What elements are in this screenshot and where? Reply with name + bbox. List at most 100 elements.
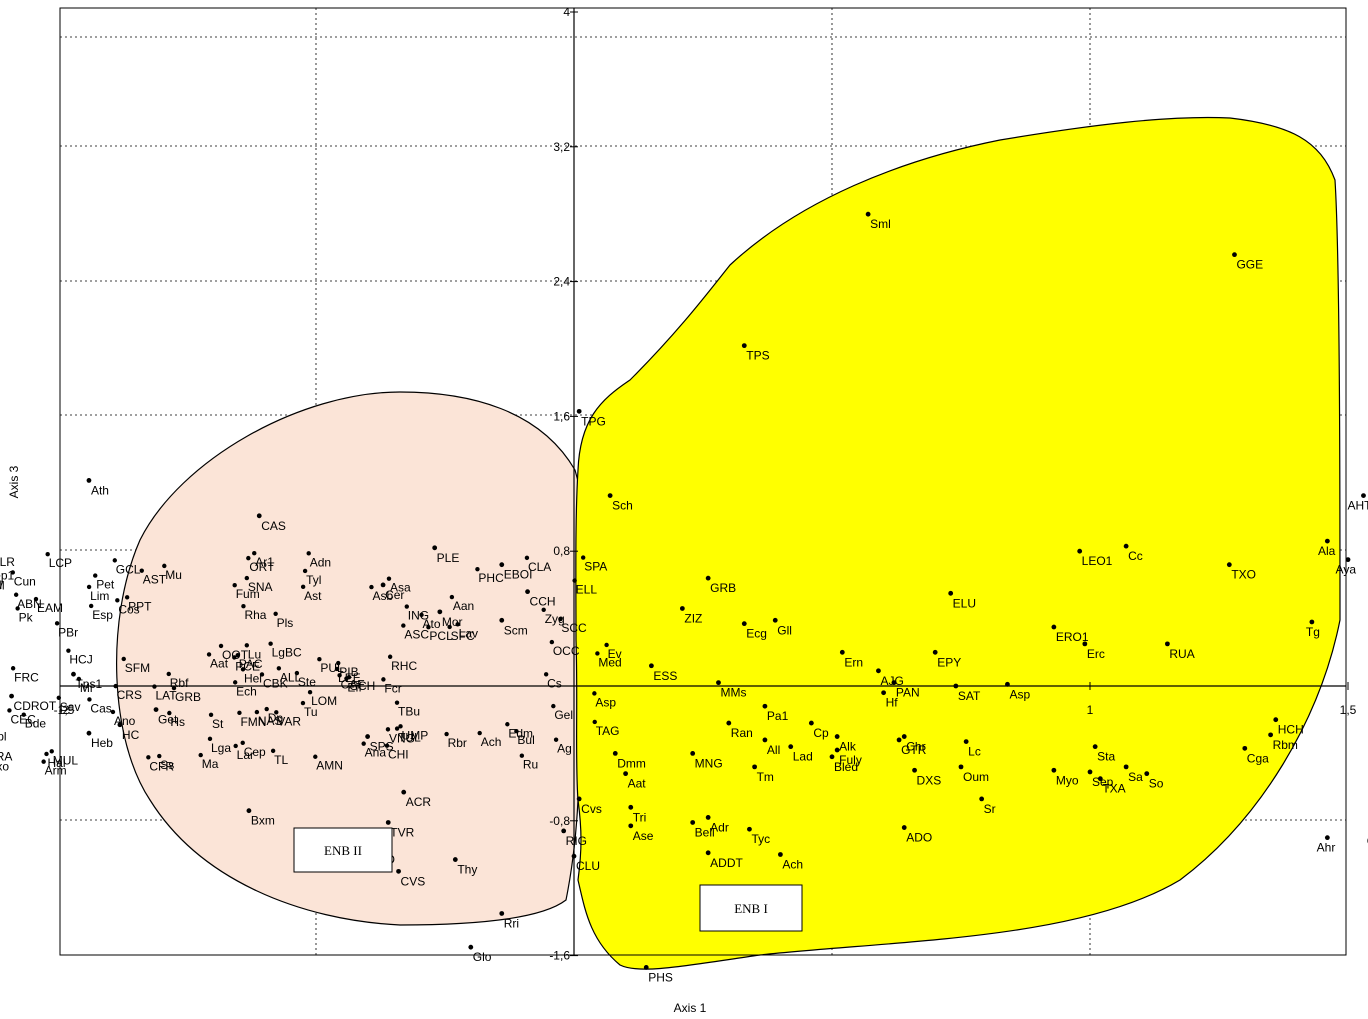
cluster-point [49,749,54,754]
cluster-point [477,730,482,736]
cluster-point [13,592,19,597]
cluster-point [447,624,452,630]
cluster-label: Hel [244,671,262,685]
data-point [561,828,567,834]
cluster-label: SFC [451,629,475,643]
point-label: CAS [261,519,286,533]
group-box-enb-i [699,884,803,932]
cluster-point [87,697,92,702]
data-point [1268,732,1273,738]
data-point [256,513,262,519]
group-label-enb-ii: ENB II [324,843,362,858]
data-point [1345,557,1351,563]
point-label: Adr [710,820,729,834]
cluster-point [268,641,273,646]
cluster-label: Lav [459,626,478,640]
cluster-label: Med [598,655,621,669]
data-point [1226,562,1232,568]
cluster-label: Cas [90,701,111,715]
cluster-point [139,568,144,573]
point-label: Hf [886,696,899,710]
point-label: DXS [917,773,942,787]
cluster-label: RHC [391,659,417,673]
cluster-label: Ppl [0,729,7,743]
point-label: GTR [901,743,927,757]
cluster-point [449,594,455,600]
point-label: Gal1 [1367,834,1368,848]
point-label: PHS [648,970,673,984]
data-point [1324,835,1330,841]
cluster-point [334,666,340,672]
data-point [741,621,747,627]
data-point [829,754,835,760]
cluster-point [426,624,431,630]
cluster-point [162,563,167,569]
data-point [834,747,840,753]
data-point [628,804,634,810]
cluster-point [166,671,171,677]
point-label: TPG [581,414,606,428]
y-tick-label: 0,8 [553,544,570,558]
cluster-point [386,576,392,581]
point-label: All [767,743,780,757]
point-label: RIG [566,834,587,848]
point-label: EPY [937,655,961,669]
point-label: Sta [1097,750,1115,764]
cluster-point [270,748,276,754]
data-point [153,707,159,712]
point-label: CVS [401,874,426,888]
point-label: Lc [968,745,981,759]
cluster-label: FLR [0,555,15,569]
data-point [953,683,959,689]
cluster-label: Arm [45,764,67,778]
data-point [1097,776,1103,782]
cluster-label: Bde [25,717,47,731]
cluster-point [232,655,237,660]
point-label: AJG [880,674,903,688]
data-point [1165,641,1170,647]
point-label: Myo [1056,773,1079,787]
data-point [396,868,401,874]
cluster-label: SNA [248,580,273,594]
cluster-label: Rbf [170,676,189,690]
point-label: Ala [1318,544,1336,558]
data-point [623,771,628,777]
data-point [948,590,954,596]
cluster-label: Efl [347,681,361,695]
cluster-point [232,680,238,685]
cluster-label: LCP [49,556,72,570]
cluster-label: EFI [0,578,2,592]
cluster-point [549,639,555,645]
cluster-point [121,656,126,662]
cluster-label: OCC [553,644,580,658]
y-tick-label: 1,6 [553,409,570,423]
data-point [576,408,582,414]
data-point [1242,745,1248,751]
cluster-label: LOM [311,694,337,708]
data-point [1087,769,1093,775]
cluster-label: LEE [338,671,361,685]
cluster-point [307,690,313,695]
cluster-label: Cun [14,574,36,588]
cluster-point [88,603,94,609]
x-axis-title: Axis 1 [674,1001,707,1015]
cluster-label: St [212,717,224,731]
data-point [1144,771,1150,777]
cluster-point [244,643,250,648]
cluster-point [381,677,386,682]
cluster-label: Aan [453,599,474,613]
data-point [437,609,443,615]
point-label: MMs [720,686,746,700]
cluster-point [86,584,92,590]
cluster-label: Lar [237,748,254,762]
data-point [1309,619,1315,625]
data-point [1123,764,1129,770]
cluster-label: SCH [350,679,375,693]
cluster-label: VNG [389,731,415,745]
point-label: ZIZ [684,611,702,625]
cluster-label: Hal [47,756,65,770]
data-point [705,815,711,820]
point-label: Pa1 [767,709,789,723]
data-point [499,562,505,568]
cluster-label: TL [274,753,288,767]
